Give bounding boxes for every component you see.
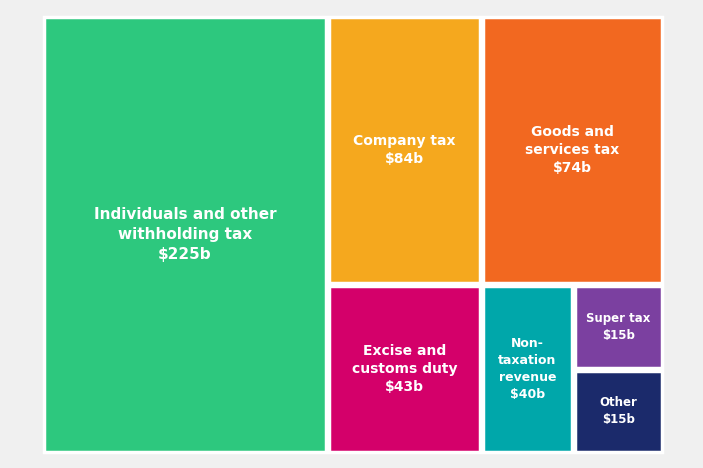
Text: Other
$15b: Other $15b <box>600 396 638 426</box>
Bar <box>329 17 480 283</box>
Bar <box>483 286 572 452</box>
Bar <box>44 17 326 452</box>
Bar <box>483 17 662 283</box>
Bar <box>329 286 480 452</box>
Text: Individuals and other
withholding tax
$225b: Individuals and other withholding tax $2… <box>93 207 276 262</box>
Text: Non-
taxation
revenue
$40b: Non- taxation revenue $40b <box>498 337 557 401</box>
Bar <box>575 286 662 368</box>
Bar <box>575 371 662 452</box>
Text: Super tax
$15b: Super tax $15b <box>586 312 651 342</box>
Text: Goods and
services tax
$74b: Goods and services tax $74b <box>525 124 619 176</box>
Text: Excise and
customs duty
$43b: Excise and customs duty $43b <box>352 344 457 395</box>
Text: Company tax
$84b: Company tax $84b <box>353 134 456 166</box>
